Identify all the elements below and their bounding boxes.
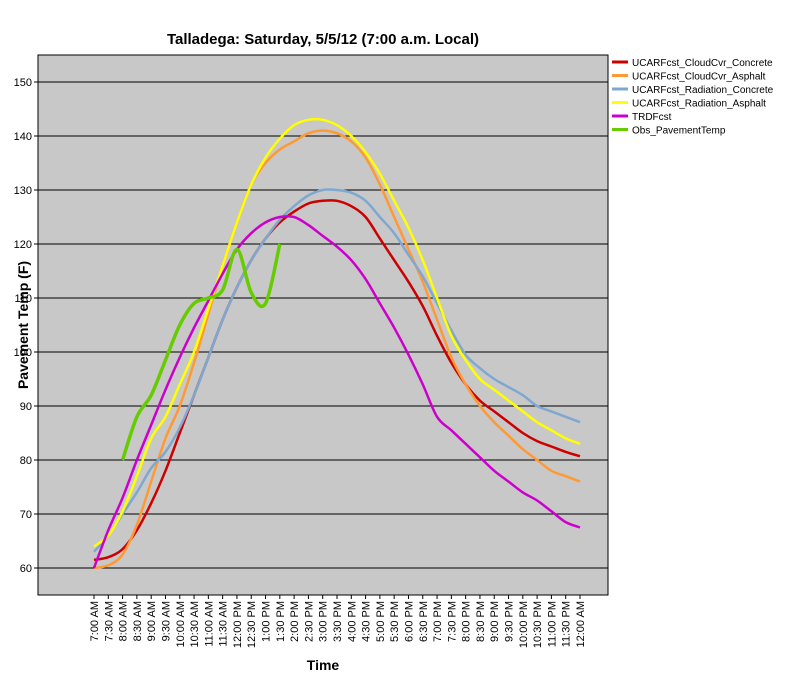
y-tick-label: 140 bbox=[14, 131, 32, 143]
x-tick-label: 8:00 AM bbox=[118, 601, 130, 641]
x-tick-label: 1:30 PM bbox=[275, 601, 287, 642]
y-tick-label: 120 bbox=[14, 239, 32, 251]
x-tick-label: 7:00 PM bbox=[432, 601, 444, 642]
legend-label: TRDFcst bbox=[632, 112, 672, 123]
series-line bbox=[93, 129, 581, 570]
x-axis-title: Time bbox=[307, 657, 340, 673]
x-tick-label: 12:00 AM bbox=[575, 601, 587, 647]
x-tick-label: 3:30 PM bbox=[332, 601, 344, 642]
legend-label: Obs_PavementTemp bbox=[632, 126, 726, 137]
x-tick-label: 8:00 PM bbox=[461, 601, 473, 642]
series-line bbox=[92, 214, 581, 569]
legend-label: UCARFcst_Radiation_Concrete bbox=[632, 85, 774, 96]
y-tick-label: 130 bbox=[14, 185, 32, 197]
legend-label: UCARFcst_Radiation_Asphalt bbox=[632, 99, 766, 110]
x-tick-label: 7:00 AM bbox=[89, 601, 101, 641]
x-tick-label: 6:00 PM bbox=[403, 601, 415, 642]
series-line bbox=[93, 188, 581, 553]
x-tick-label: 8:30 AM bbox=[132, 601, 144, 641]
x-tick-label: 9:00 PM bbox=[489, 601, 501, 642]
x-tick-label: 10:00 AM bbox=[175, 601, 187, 647]
x-tick-label: 3:00 PM bbox=[318, 601, 330, 642]
x-tick-label: 4:00 PM bbox=[346, 601, 358, 642]
series-line bbox=[120, 243, 282, 461]
legend-label: UCARFcst_CloudCvr_Asphalt bbox=[632, 72, 766, 83]
y-tick-label: 70 bbox=[20, 509, 32, 521]
chart-title: Talladega: Saturday, 5/5/12 (7:00 a.m. L… bbox=[167, 31, 479, 48]
y-tick-label: 100 bbox=[14, 347, 32, 359]
x-tick-label: 7:30 AM bbox=[103, 601, 115, 641]
x-tick-label: 11:00 PM bbox=[546, 601, 558, 647]
x-tick-label: 10:00 PM bbox=[518, 601, 530, 648]
x-tick-label: 5:00 PM bbox=[375, 601, 387, 642]
x-tick-label: 6:30 PM bbox=[418, 601, 430, 642]
x-tick-label: 11:30 PM bbox=[561, 601, 573, 647]
x-tick-label: 2:00 PM bbox=[289, 601, 301, 642]
x-tick-label: 9:30 AM bbox=[160, 601, 172, 641]
legend-label: UCARFcst_CloudCvr_Concrete bbox=[632, 58, 773, 69]
x-tick-label: 9:30 PM bbox=[504, 601, 516, 642]
x-tick-label: 5:30 PM bbox=[389, 601, 401, 642]
x-tick-label: 11:00 AM bbox=[203, 601, 215, 647]
x-tick-label: 2:30 PM bbox=[303, 601, 315, 642]
series-line bbox=[93, 199, 581, 562]
y-tick-label: 80 bbox=[20, 455, 32, 467]
x-tick-label: 10:30 AM bbox=[189, 601, 201, 647]
y-tick-label: 110 bbox=[14, 293, 32, 305]
x-tick-label: 7:30 PM bbox=[446, 601, 458, 642]
x-tick-label: 8:30 PM bbox=[475, 601, 487, 642]
plot-area bbox=[37, 54, 609, 596]
y-tick-label: 150 bbox=[14, 77, 32, 89]
x-tick-label: 10:30 PM bbox=[532, 601, 544, 648]
x-tick-label: 1:00 PM bbox=[261, 601, 273, 642]
x-tick-label: 11:30 AM bbox=[218, 601, 230, 647]
y-tick-label: 60 bbox=[20, 563, 32, 575]
y-axis-title: Pavement Temp (F) bbox=[15, 261, 31, 389]
series-line bbox=[93, 117, 581, 548]
x-tick-label: 12:30 PM bbox=[246, 601, 258, 648]
x-tick-label: 12:00 PM bbox=[232, 601, 244, 648]
x-tick-label: 4:30 PM bbox=[361, 601, 373, 642]
x-tick-label: 9:00 AM bbox=[146, 601, 158, 641]
y-tick-label: 90 bbox=[20, 401, 32, 413]
